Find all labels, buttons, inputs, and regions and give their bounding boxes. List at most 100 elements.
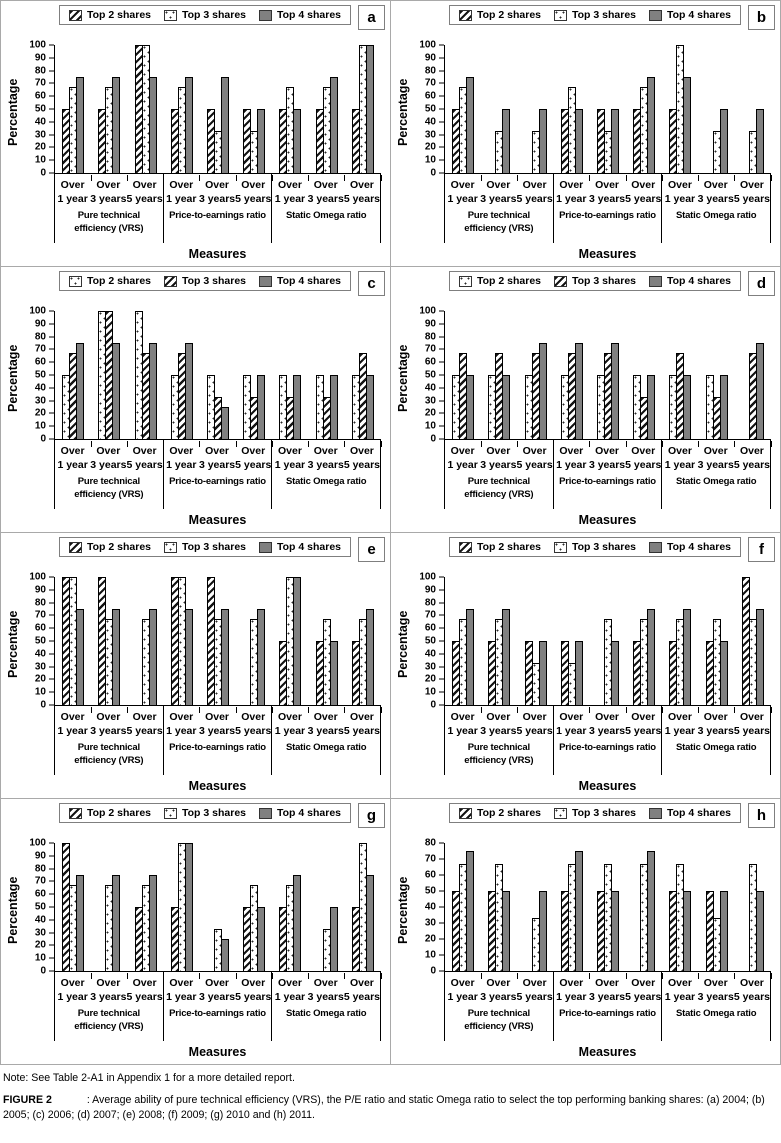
y-tick: 80 bbox=[425, 838, 444, 849]
chart-area: Percentage 0 10 20 30 40 50 60 70 80 90 100 Over 1 ye… bbox=[3, 297, 385, 531]
y-tick: 40 bbox=[425, 116, 444, 127]
category-label-line2: 3 years bbox=[588, 192, 626, 205]
category-label-line2: 3 years bbox=[588, 458, 626, 471]
y-tick-mark bbox=[439, 874, 444, 876]
category-label-line2: 1 year bbox=[664, 990, 696, 1003]
plot-section bbox=[272, 577, 382, 713]
bar-group bbox=[445, 577, 482, 713]
bar-top-4-shares bbox=[329, 77, 338, 173]
legend-swatch-top-4-shares bbox=[649, 541, 662, 553]
y-tick-label: 0 bbox=[40, 965, 46, 977]
y-tick-label: 80 bbox=[424, 65, 436, 77]
y-axis-ticks: 0 10 20 30 40 50 60 70 80 90 100 bbox=[411, 40, 444, 179]
category-label-line2: 1 year bbox=[664, 192, 696, 205]
y-axis-title: Percentage bbox=[396, 78, 410, 146]
category-label: Over 5 years bbox=[625, 445, 661, 475]
x-axis-title: Measures bbox=[578, 778, 637, 793]
x-axis-title: Measures bbox=[578, 1044, 637, 1059]
y-tick-mark bbox=[439, 146, 444, 148]
y-tick-mark bbox=[49, 855, 54, 857]
y-tick-label: 0 bbox=[40, 699, 46, 711]
y-tick-mark bbox=[49, 70, 54, 72]
category-label-line1: Over bbox=[486, 445, 511, 457]
bar-group bbox=[272, 311, 310, 447]
legend-label: Top 4 shares bbox=[667, 807, 731, 819]
category-label: Over 5 years bbox=[625, 711, 661, 741]
category-label: Over 5 years bbox=[235, 711, 271, 741]
measure-axis: Pure technical efficiency (VRS) Price-to-e… bbox=[54, 209, 382, 243]
category-label: Over 1 year bbox=[662, 445, 697, 475]
bar-top-4-shares bbox=[538, 343, 547, 439]
category-label: Over 5 years bbox=[126, 977, 162, 1007]
bar-top-4-shares bbox=[466, 851, 475, 971]
bar-group bbox=[164, 311, 201, 447]
category-label: Over 5 years bbox=[344, 445, 380, 475]
bar-group bbox=[445, 311, 482, 447]
y-tick: 90 bbox=[35, 850, 54, 861]
bar-top-4-shares bbox=[257, 907, 266, 971]
plot-region: Over 1 year Over 3 years Over 5 years Over 1 ye… bbox=[54, 297, 382, 531]
category-label: Over 1 year bbox=[662, 977, 697, 1007]
bar-group bbox=[517, 45, 555, 181]
category-section: Over 1 year Over 3 years Over 5 years bbox=[271, 440, 382, 476]
measure-label: Pure technical efficiency (VRS) bbox=[444, 475, 553, 509]
category-section: Over 1 year Over 3 years Over 5 years bbox=[552, 174, 661, 210]
legend-swatch-top-3-shares bbox=[164, 9, 177, 21]
plot-section bbox=[164, 311, 274, 447]
y-tick-mark bbox=[49, 348, 54, 350]
chart-area: Percentage 0 10 20 30 40 50 60 70 80 90 100 Over 1 ye… bbox=[3, 31, 385, 265]
panel-header: Top 2 shares Top 3 shares Top 4 shares f bbox=[393, 536, 775, 563]
y-tick-label: 60 bbox=[34, 356, 46, 368]
category-label: Over 1 year bbox=[164, 711, 199, 741]
category-section: Over 1 year Over 3 years Over 5 years bbox=[54, 706, 163, 742]
category-label: Over 3 years bbox=[90, 445, 126, 475]
bar-top-4-shares bbox=[293, 109, 302, 173]
y-tick-label: 80 bbox=[34, 65, 46, 77]
y-axis-ticks: 0 10 20 30 40 50 60 70 80 90 100 bbox=[411, 306, 444, 445]
y-tick-label: 0 bbox=[430, 433, 436, 445]
category-section: Over 1 year Over 3 years Over 5 years bbox=[661, 440, 772, 476]
y-tick: 60 bbox=[425, 91, 444, 102]
category-label-line2: 5 years bbox=[235, 458, 272, 471]
y-tick-mark bbox=[439, 108, 444, 110]
legend-label: Top 2 shares bbox=[87, 275, 151, 287]
category-label-line1: Over bbox=[739, 977, 764, 989]
y-tick-label: 60 bbox=[424, 90, 436, 102]
y-tick-mark bbox=[49, 691, 54, 693]
y-tick-mark bbox=[49, 627, 54, 629]
y-tick-label: 10 bbox=[34, 420, 46, 432]
y-tick-label: 30 bbox=[424, 129, 436, 141]
category-label-line2: 5 years bbox=[235, 990, 272, 1003]
measure-label: Static Omega ratio bbox=[661, 209, 772, 243]
y-tick: 10 bbox=[425, 155, 444, 166]
measure-label: Price-to-earnings ratio bbox=[552, 741, 662, 775]
legend-swatch-top-3-shares bbox=[164, 807, 177, 819]
measure-label-line: Pure technical bbox=[467, 476, 530, 488]
y-tick-label: 20 bbox=[34, 673, 46, 685]
figure-label: FIGURE 2 bbox=[3, 1093, 52, 1106]
y-tick-label: 20 bbox=[34, 141, 46, 153]
category-label-line2: 1 year bbox=[57, 458, 88, 471]
y-tick-mark bbox=[439, 704, 444, 706]
legend-label: Top 4 shares bbox=[277, 275, 341, 287]
y-tick-mark bbox=[439, 336, 444, 338]
category-section: Over 1 year Over 3 years Over 5 years bbox=[444, 972, 553, 1008]
bar-group bbox=[164, 45, 201, 181]
category-label: Over 5 years bbox=[516, 179, 552, 209]
measure-label: Pure technical efficiency (VRS) bbox=[444, 1007, 553, 1041]
category-label-line1: Over bbox=[486, 179, 511, 191]
category-label-line1: Over bbox=[349, 977, 374, 989]
category-label: Over 5 years bbox=[344, 179, 380, 209]
measure-label: Pure technical efficiency (VRS) bbox=[444, 741, 553, 775]
category-label-line2: 3 years bbox=[307, 990, 344, 1003]
measure-label-line: Price-to-earnings ratio bbox=[559, 210, 656, 222]
category-section: Over 1 year Over 3 years Over 5 years bbox=[271, 706, 382, 742]
category-label-line2: 1 year bbox=[556, 458, 587, 471]
category-label-line1: Over bbox=[559, 711, 584, 723]
measure-label: Pure technical efficiency (VRS) bbox=[444, 209, 553, 243]
bar-top-4-shares bbox=[329, 907, 338, 971]
bar-top-4-shares bbox=[538, 109, 547, 173]
measure-label-line: Static Omega ratio bbox=[286, 742, 367, 754]
y-tick: 50 bbox=[425, 636, 444, 647]
category-label-line1: Over bbox=[241, 977, 266, 989]
